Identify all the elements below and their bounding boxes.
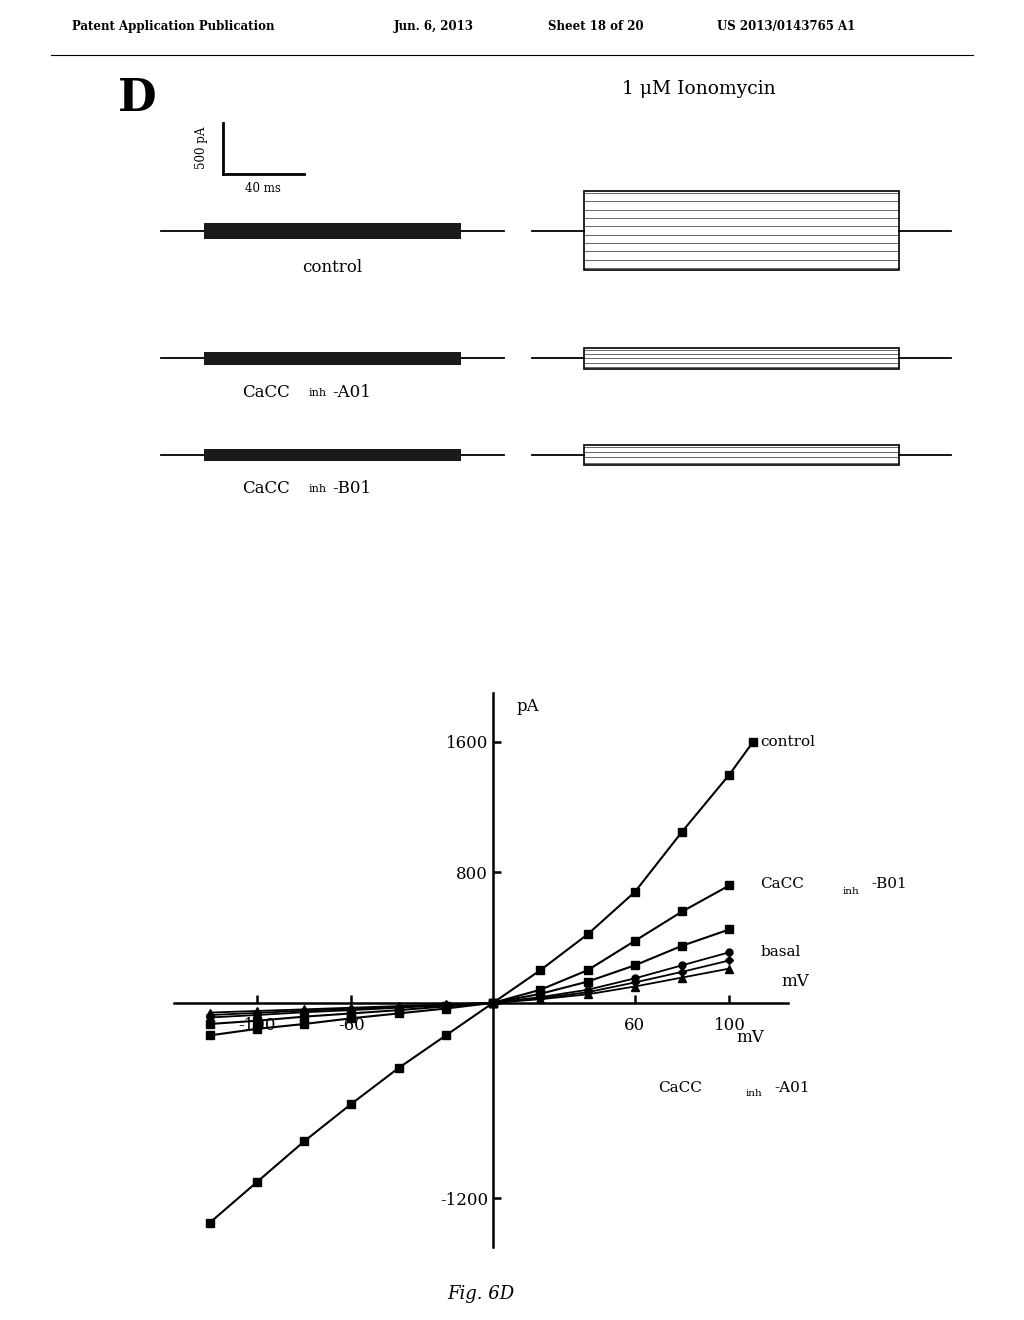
Bar [204,352,461,364]
Text: -B01: -B01 [871,876,907,891]
Text: 1 μM Ionomycin: 1 μM Ionomycin [622,81,775,98]
Bar [204,223,461,239]
Text: control: control [302,259,362,276]
Bar [585,445,899,465]
Text: basal: basal [760,945,801,960]
Text: Patent Application Publication: Patent Application Publication [72,20,274,33]
Text: 40 ms: 40 ms [245,182,281,195]
Text: CaCC: CaCC [242,384,290,401]
Text: control: control [760,735,815,748]
Text: 60: 60 [625,1018,645,1035]
Text: -100: -100 [238,1018,275,1035]
Bar [204,449,461,461]
Text: CaCC: CaCC [760,876,804,891]
Text: inh: inh [308,388,327,397]
Text: CaCC: CaCC [242,480,290,498]
Text: US 2013/0143765 A1: US 2013/0143765 A1 [717,20,855,33]
Text: -A01: -A01 [332,384,371,401]
Text: mV: mV [781,973,809,990]
Text: Jun. 6, 2013: Jun. 6, 2013 [394,20,474,33]
Text: Sheet 18 of 20: Sheet 18 of 20 [548,20,643,33]
Bar [585,347,899,370]
Text: -A01: -A01 [774,1081,810,1096]
Text: -B01: -B01 [332,480,372,498]
Text: mV: mV [736,1028,764,1045]
Text: 100: 100 [714,1018,745,1035]
Text: 500 pA: 500 pA [196,127,208,169]
Text: CaCC: CaCC [658,1081,702,1096]
Text: inh: inh [745,1089,763,1098]
Text: pA: pA [517,698,540,715]
Text: inh: inh [843,887,859,896]
Bar [585,191,899,271]
Text: D: D [118,78,157,120]
Text: -60: -60 [338,1018,365,1035]
Text: Fig. 6D: Fig. 6D [447,1284,515,1303]
Text: inh: inh [308,484,327,494]
